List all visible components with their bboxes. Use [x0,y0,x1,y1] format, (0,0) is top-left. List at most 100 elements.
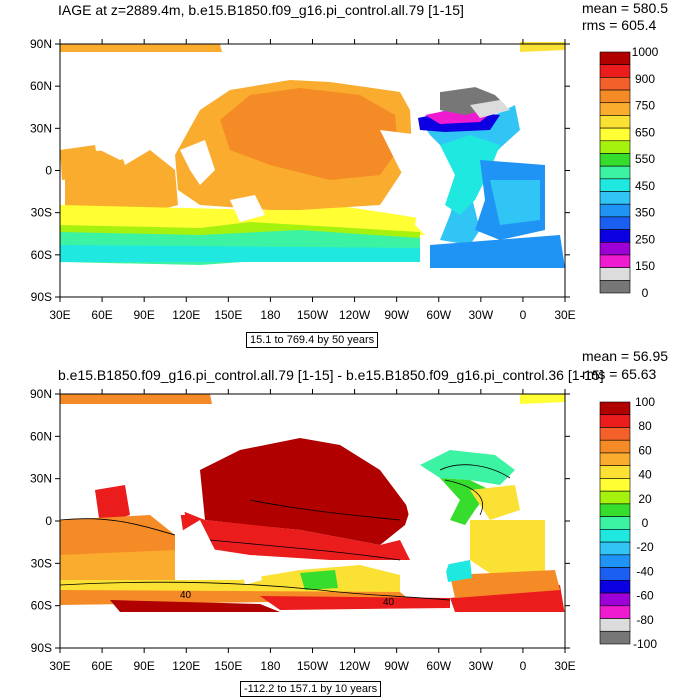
atlantic-orange-south [450,570,560,598]
x-tick-label: 60W [426,308,451,322]
colorbar-label: 150 [635,259,655,273]
x-tick-label: 180 [260,308,280,322]
colorbar-label: -80 [636,613,654,627]
panel1-land [60,55,565,297]
panel2-ocean-field [60,394,565,615]
colorbar-swatch [599,401,631,416]
y-tick-label: 30N [30,121,52,135]
x-tick-label: 150W [297,659,329,673]
pacific-inner [220,88,398,180]
colorbar-label: -60 [636,589,654,603]
south-cyan2-band [60,245,420,262]
colorbar-swatch [599,478,631,492]
atlantic-red-southeast [450,585,565,615]
colorbar-label: 100 [635,395,655,409]
x-tick-label: 150E [214,659,242,673]
y-tick-label: 90S [31,290,52,304]
colorbar-swatch [599,427,631,441]
x-tick-label: 30E [554,659,575,673]
colorbar-label: 350 [635,206,655,220]
x-tick-label: 60E [91,659,112,673]
atlantic-cyan-patch [445,560,472,582]
y-tick-label: 60N [30,429,52,443]
x-tick-label: 120W [339,659,371,673]
panel2-caption: -112.2 to 157.1 by 10 years [240,681,382,697]
colorbar-swatch [599,580,631,594]
south-red [260,596,450,610]
x-tick-label: 30E [554,308,575,322]
panel2-rms: rms = 65.63 [582,366,657,382]
x-tick-label: 30W [468,659,493,673]
atlantic-yellow-stripe [470,485,520,520]
panel1-mean: mean = 580.5 [582,0,669,16]
colorbar-swatch [599,439,631,454]
x-tick-label: 90E [133,308,154,322]
panel1-rms: rms = 605.4 [582,17,657,33]
panel2-mean: mean = 56.95 [582,348,669,364]
y-tick-label: 60S [31,599,52,613]
colorbar-swatch [599,452,631,466]
x-tick-label: 120E [172,659,200,673]
colorbar-label: 60 [638,443,652,457]
atlantic-tropics-yellow [470,520,545,580]
colorbar-label: 40 [638,468,652,482]
colorbar-label: 650 [635,125,655,139]
colorbar-swatch [599,630,631,645]
panel2-contours [59,464,511,601]
colorbar-label: 250 [635,232,655,246]
colorbar-swatch [599,567,631,581]
contour-label-b: 40 [383,597,395,608]
arctic-strip-east [520,394,565,404]
colorbar-swatch [599,465,631,479]
atlantic-east-cyan [490,180,540,225]
colorbar-label: 900 [635,72,655,86]
panel1-ocean-field [60,42,565,268]
y-tick-label: 90S [31,641,52,655]
atlantic-north-teal [420,450,515,485]
colorbar-label: 0 [642,286,649,300]
colorbar-label: 450 [635,179,655,193]
colorbar-swatch [599,490,631,505]
colorbar-swatch [599,541,631,556]
colorbar-swatch [599,554,631,568]
colorbar-label: 750 [635,99,655,113]
x-tick-label: 90E [133,659,154,673]
y-tick-label: 90N [30,387,52,401]
colorbar-label: 550 [635,152,655,166]
colorbar-swatch [599,280,631,294]
atlantic-light-grey [470,100,510,118]
green-patch [300,570,338,590]
colorbar-label: 1000 [632,45,659,59]
pacific-core [200,438,410,545]
atlantic-south-blue [430,235,565,268]
x-tick-label: 150W [297,308,329,322]
pacific-red [180,510,410,560]
arctic-strip [60,44,222,52]
colorbar-swatch [599,592,631,607]
colorbar-swatch [599,503,631,517]
indian-ocean-n [60,145,100,180]
x-tick-label: 0 [520,308,527,322]
colorbar-swatch [599,414,631,428]
panel2-title: b.e15.B1850.f09_g16.pi_control.all.79 [1… [58,367,604,383]
y-tick-label: 90N [30,37,52,51]
panel1-title: IAGE at z=2889.4m, b.e15.B1850.f09_g16.p… [58,2,464,18]
south-darkred [110,600,280,612]
panel1-caption: 15.1 to 769.4 by 50 years [246,332,379,348]
colorbar-label: -100 [633,637,657,651]
x-tick-label: 180 [260,659,280,673]
y-tick-label: 30S [31,206,52,220]
y-tick-label: 0 [45,164,52,178]
colorbar-swatch [599,516,631,530]
y-tick-label: 0 [45,514,52,528]
colorbar-label: -20 [636,540,654,554]
colorbar-swatch [599,529,631,543]
colorbar-label: 20 [638,492,652,506]
indian-red [95,485,130,525]
y-tick-label: 60S [31,248,52,262]
x-tick-label: 60W [426,659,451,673]
colorbar-label: 80 [638,419,652,433]
x-tick-label: 30E [49,659,70,673]
